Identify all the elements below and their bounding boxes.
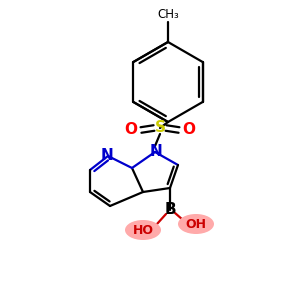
Text: CH₃: CH₃ bbox=[157, 8, 179, 21]
Text: O: O bbox=[182, 122, 196, 137]
Text: S: S bbox=[154, 121, 166, 136]
Text: B: B bbox=[164, 202, 176, 217]
Text: N: N bbox=[150, 145, 162, 160]
Text: HO: HO bbox=[133, 224, 154, 236]
Ellipse shape bbox=[125, 220, 161, 240]
Text: O: O bbox=[124, 122, 137, 137]
Ellipse shape bbox=[178, 214, 214, 234]
Text: OH: OH bbox=[185, 218, 206, 230]
Text: N: N bbox=[100, 148, 113, 164]
